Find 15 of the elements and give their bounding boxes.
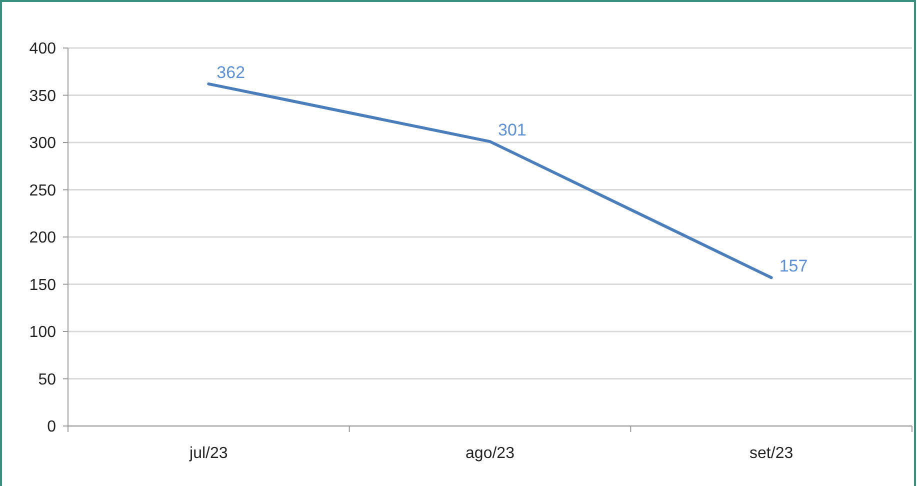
data-label: 301 — [498, 120, 526, 140]
data-label: 157 — [779, 256, 808, 276]
y-tick-label: 50 — [38, 371, 56, 388]
x-tick-label: ago/23 — [466, 445, 515, 462]
data-label: 362 — [216, 62, 246, 82]
y-tick-label: 200 — [29, 230, 56, 247]
x-tick-label: jul/23 — [188, 445, 228, 462]
y-tick-label: 150 — [29, 276, 56, 294]
y-tick-label: 300 — [29, 135, 56, 152]
y-tick-label: 250 — [29, 182, 56, 200]
x-tick-label: set/23 — [750, 445, 794, 462]
y-tick-label: 350 — [29, 88, 56, 105]
y-tick-label: 0 — [47, 418, 56, 436]
y-tick-label: 400 — [29, 40, 56, 58]
y-tick-label: 100 — [29, 324, 56, 342]
